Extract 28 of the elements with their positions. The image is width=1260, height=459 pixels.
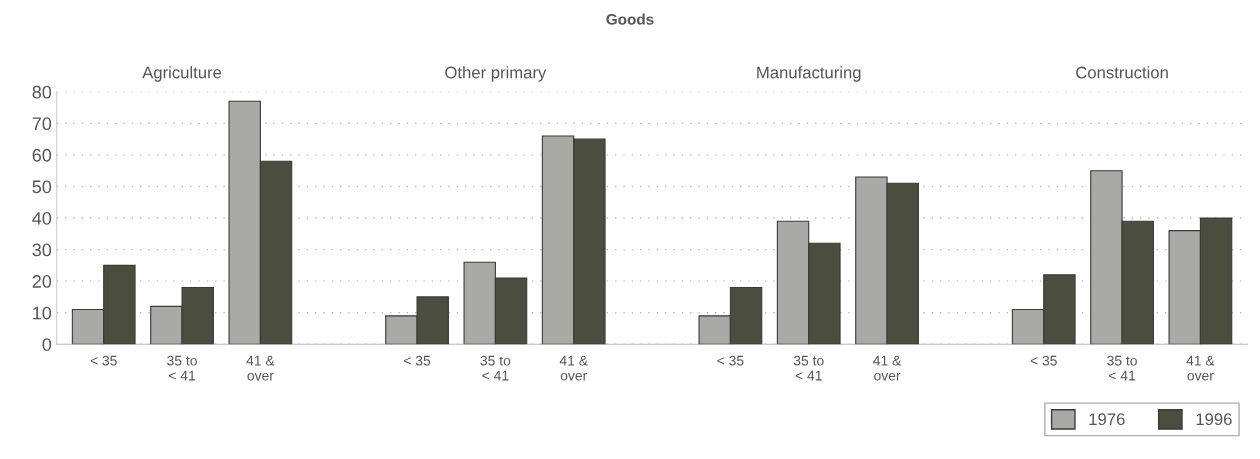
x-tick-label: < 35: [404, 355, 431, 366]
text: Construction: [1076, 66, 1168, 79]
y-tick-label: 30: [32, 243, 52, 257]
x-tick-label: 35 to < 41: [1107, 355, 1137, 381]
x-tick-label: 35 to < 41: [480, 355, 511, 381]
text: Other primary: [445, 66, 547, 82]
text: Manufacturing: [757, 66, 861, 82]
x-tick-label: < 35: [717, 355, 744, 366]
x-tick-label: 41 & over: [559, 355, 588, 381]
y-tick-label: 50: [32, 180, 52, 194]
x-tick-label: 41 & over: [1186, 355, 1215, 381]
x-tick-label: 41 & over: [873, 355, 902, 381]
legend-label: 1996: [1196, 413, 1232, 426]
y-tick-label: 20: [32, 275, 52, 288]
text: Agriculture: [142, 66, 222, 82]
x-tick-label: < 35: [1030, 355, 1057, 366]
y-tick-label: 60: [32, 148, 52, 162]
y-tick-label: 80: [32, 85, 52, 99]
y-tick-label: 10: [33, 306, 52, 320]
chart-title: Goods: [606, 13, 654, 25]
y-tick-label: 0: [42, 338, 52, 351]
y-tick-label: 40: [32, 211, 52, 225]
x-tick-label: 35 to < 41: [793, 355, 824, 381]
y-tick-label: 70: [32, 117, 52, 131]
x-tick-label: 35 to < 41: [167, 355, 197, 381]
legend-label: 1976: [1089, 413, 1125, 426]
x-tick-label: 41 & over: [246, 355, 275, 381]
x-tick-label: < 35: [90, 355, 117, 366]
